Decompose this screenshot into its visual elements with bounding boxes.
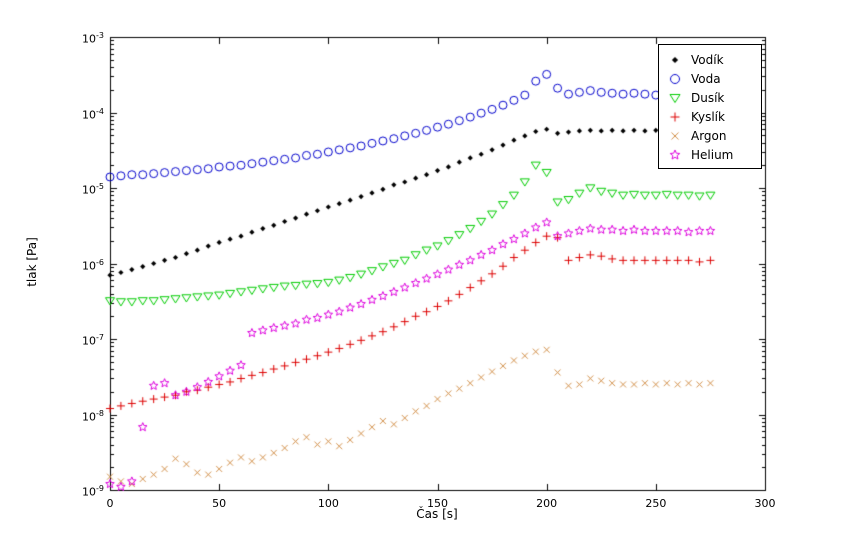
- legend-label: Voda: [691, 71, 721, 86]
- legend-item-voda: Voda: [659, 69, 761, 88]
- y-tick-label: 10-7: [82, 333, 104, 348]
- circle-marker-icon: [659, 70, 691, 87]
- legend-item-helium: Helium: [659, 145, 761, 164]
- y-tick-label: 10-9: [82, 484, 104, 499]
- diamond-marker-icon: [659, 51, 691, 68]
- x-tick-label: 300: [754, 497, 776, 510]
- legend-label: Vodík: [691, 52, 724, 67]
- triangle-down-marker-icon: [659, 89, 691, 106]
- legend-label: Dusík: [691, 90, 725, 105]
- legend-item-vodík: Vodík: [659, 50, 761, 69]
- x-marker-icon: [659, 127, 691, 144]
- legend-item-argon: Argon: [659, 126, 761, 145]
- legend-item-kyslík: Kyslík: [659, 107, 761, 126]
- x-tick-label: 100: [317, 497, 339, 510]
- y-tick-label: 10-6: [82, 257, 104, 273]
- y-tick-label: 10-8: [82, 408, 104, 424]
- x-axis-label: Čas [s]: [416, 507, 458, 521]
- x-tick-label: 50: [212, 497, 227, 510]
- pentagram-marker-icon: [659, 146, 691, 163]
- legend-label: Argon: [691, 128, 727, 143]
- y-tick-label: 10-4: [82, 106, 104, 122]
- y-tick-label: 10-5: [82, 182, 104, 197]
- y-tick-label: 10-3: [82, 31, 104, 46]
- plus-marker-icon: [659, 108, 691, 125]
- y-axis-label: tlak [Pa]: [25, 237, 39, 287]
- x-tick-label: 150: [427, 497, 448, 510]
- legend-label: Helium: [691, 147, 734, 162]
- legend: Vodík Voda Dusík Kyslík Argon Helium: [658, 44, 762, 169]
- x-tick-label: 0: [106, 497, 114, 510]
- legend-item-dusík: Dusík: [659, 88, 761, 107]
- x-tick-label: 250: [645, 497, 667, 510]
- x-tick-label: 200: [536, 497, 558, 510]
- legend-label: Kyslík: [691, 109, 725, 124]
